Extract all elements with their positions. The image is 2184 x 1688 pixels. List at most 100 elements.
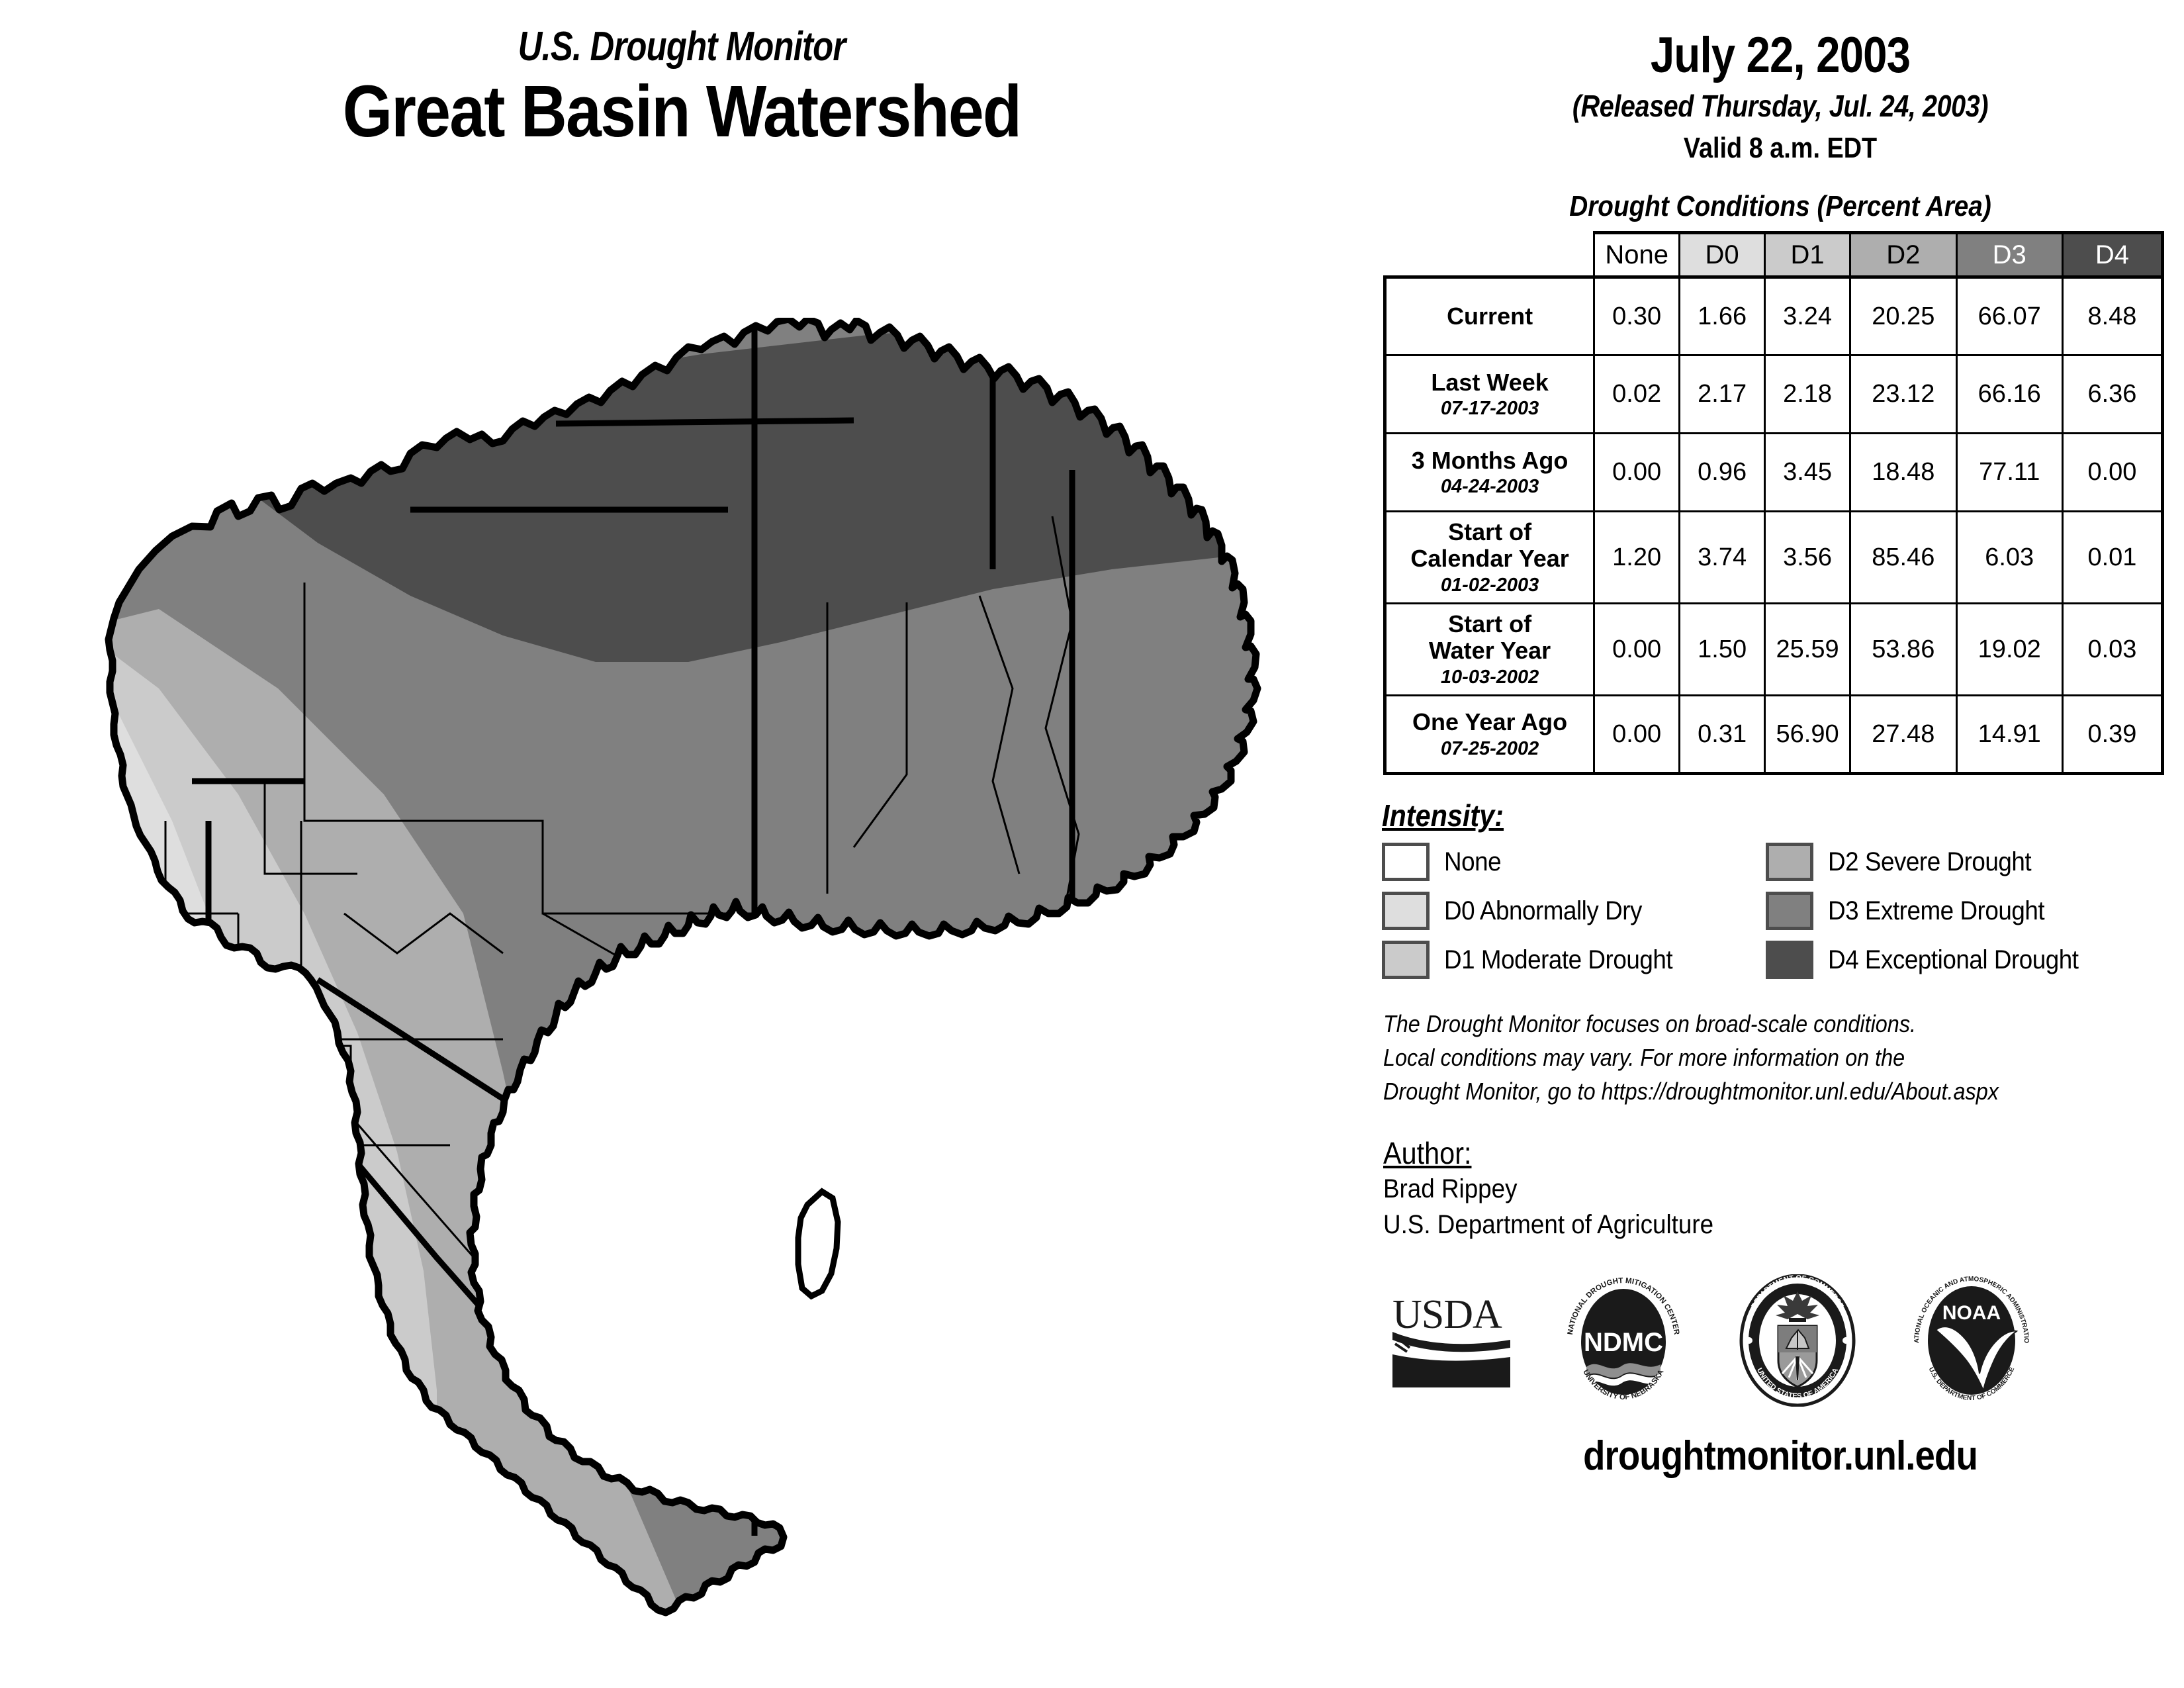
map-interior-void	[795, 1188, 841, 1300]
legend-item-d4: D4 Exceptional Drought	[1766, 941, 2163, 980]
program-subtitle: U.S. Drought Monitor	[518, 24, 846, 70]
valid-time: Valid 8 a.m. EDT	[1683, 132, 1878, 164]
cell-d3: 19.02	[1955, 602, 2064, 697]
map-title-block: U.S. Drought Monitor Great Basin Watersh…	[0, 26, 1363, 152]
disclaimer-line-1: The Drought Monitor focuses on broad-sca…	[1383, 1010, 1917, 1038]
usda-logo: USDA	[1390, 1291, 1512, 1393]
site-url[interactable]: droughtmonitor.unl.edu	[1583, 1432, 1978, 1479]
legend-label-none: None	[1444, 847, 1502, 876]
cell-none: 1.20	[1593, 510, 1681, 605]
legend-item-d2: D2 Severe Drought	[1766, 843, 2163, 882]
cell-d1: 3.56	[1764, 510, 1852, 605]
disclaimer-text: The Drought Monitor focuses on broad-sca…	[1383, 1007, 2104, 1108]
shading-d4-west-tongue	[222, 381, 331, 460]
cell-d1: 56.90	[1764, 694, 1852, 776]
row-label-text: Current	[1447, 302, 1533, 330]
logo-row: USDA NDMC NATIONAL DROUGHT MITIGATION CE…	[1390, 1269, 2184, 1410]
legend-item-none: None	[1382, 843, 1766, 882]
legend-label-d0: D0 Abnormally Dry	[1444, 896, 1642, 925]
row-label-text: 3 Months Ago	[1411, 446, 1569, 474]
cell-d2: 53.86	[1849, 602, 1958, 697]
row-label-3-months-ago: 3 Months Ago 04-24-2003	[1383, 432, 1596, 512]
valid-date: July 22, 2003	[1650, 27, 1911, 83]
col-header-none: None	[1593, 231, 1681, 278]
row-label-last-week: Last Week 07-17-2003	[1383, 354, 1596, 434]
col-header-d3: D3	[1955, 231, 2064, 278]
cell-d3: 77.11	[1955, 432, 2064, 512]
table-body: Current 0.30 1.66 3.24 20.25 66.07 8.48 …	[1383, 275, 2165, 776]
disclaimer-line-3: Drought Monitor, go to https://droughtmo…	[1383, 1078, 1999, 1105]
legend-swatch-d0	[1382, 892, 1430, 931]
cell-d1: 25.59	[1764, 602, 1852, 697]
watershed-outline	[105, 318, 1261, 1617]
release-date: (Released Thursday, Jul. 24, 2003)	[1572, 89, 1989, 123]
legend-swatch-d3	[1766, 892, 1813, 931]
author-heading: Author:	[1383, 1135, 1472, 1170]
row-label-date: 04-24-2003	[1440, 475, 1539, 497]
col-header-d0: D0	[1678, 231, 1766, 278]
legend-item-d3: D3 Extreme Drought	[1766, 892, 2163, 931]
row-label-start-of-calendar-year: Start of Calendar Year 01-02-2003	[1383, 510, 1596, 605]
cell-none: 0.00	[1593, 432, 1681, 512]
table-row: One Year Ago 07-25-2002 0.00 0.31 56.90 …	[1383, 694, 2165, 776]
drought-map-svg[interactable]	[40, 318, 1337, 1628]
row-label-text: Last Week	[1431, 368, 1549, 396]
cell-d1: 3.24	[1764, 275, 1852, 356]
cell-d3: 14.91	[1955, 694, 2064, 776]
author-name: Brad Rippey	[1383, 1174, 1518, 1203]
row-label-date: 07-25-2002	[1440, 737, 1539, 759]
legend-label-d1: D1 Moderate Drought	[1444, 945, 1673, 974]
table-caption: Drought Conditions (Percent Area)	[1569, 190, 1991, 222]
drought-map[interactable]	[40, 318, 1337, 1628]
right-panel: July 22, 2003 (Released Thursday, Jul. 2…	[1377, 0, 2184, 1688]
cell-d2: 27.48	[1849, 694, 1958, 776]
page-title: Great Basin Watershed	[342, 71, 1022, 152]
legend-swatch-none	[1382, 843, 1430, 882]
cell-d1: 3.45	[1764, 432, 1852, 512]
table-corner-cell	[1385, 233, 1594, 277]
row-label-date: 07-17-2003	[1440, 397, 1539, 419]
table-row: Start of Calendar Year 01-02-2003 1.20 3…	[1383, 510, 2165, 605]
cell-d4: 8.48	[2061, 275, 2165, 356]
legend-label-d2: D2 Severe Drought	[1828, 847, 2032, 876]
cell-none: 0.02	[1593, 354, 1681, 434]
noaa-logo: NOAA NATIONAL OCEANIC AND ATMOSPHERIC AD…	[1903, 1269, 2038, 1410]
cell-d0: 2.17	[1678, 354, 1766, 434]
row-label-current: Current	[1383, 275, 1596, 356]
table-row: Start of Water Year 10-03-2002 0.00 1.50…	[1383, 602, 2165, 697]
legend-swatch-d4	[1766, 941, 1813, 980]
svg-text:NDMC: NDMC	[1584, 1328, 1663, 1357]
legend-label-d3: D3 Extreme Drought	[1828, 896, 2045, 925]
cell-d0: 0.96	[1678, 432, 1766, 512]
col-header-d1: D1	[1764, 231, 1852, 278]
cell-d2: 85.46	[1849, 510, 1958, 605]
ndmc-logo: NDMC NATIONAL DROUGHT MITIGATION CENTER …	[1557, 1274, 1690, 1410]
legend-item-d1: D1 Moderate Drought	[1382, 941, 1766, 980]
cell-d2: 23.12	[1849, 354, 1958, 434]
cell-d4: 0.03	[2061, 602, 2165, 697]
legend-swatch-d1	[1382, 941, 1430, 980]
cell-d3: 66.07	[1955, 275, 2064, 356]
legend-item-d0: D0 Abnormally Dry	[1382, 892, 1766, 931]
legend-label-d4: D4 Exceptional Drought	[1828, 945, 2079, 974]
cell-d1: 2.18	[1764, 354, 1852, 434]
col-header-d2: D2	[1849, 231, 1958, 278]
disclaimer-line-2: Local conditions may vary. For more info…	[1383, 1044, 1905, 1072]
cell-d4: 0.39	[2061, 694, 2165, 776]
svg-text:NOAA: NOAA	[1942, 1302, 2001, 1324]
cell-d0: 0.31	[1678, 694, 1766, 776]
drought-conditions-table: None D0 D1 D2 D3 D4 Current 0.30 1.66 3.…	[1383, 231, 2165, 776]
cell-none: 0.30	[1593, 275, 1681, 356]
date-block: July 22, 2003 (Released Thursday, Jul. 2…	[1377, 0, 2184, 165]
table-row: 3 Months Ago 04-24-2003 0.00 0.96 3.45 1…	[1383, 432, 2165, 512]
cell-d4: 0.00	[2061, 432, 2165, 512]
cell-d0: 3.74	[1678, 510, 1766, 605]
row-label-date: 10-03-2002	[1440, 666, 1539, 688]
row-label-one-year-ago: One Year Ago 07-25-2002	[1383, 694, 1596, 776]
intensity-heading: Intensity:	[1382, 798, 1504, 833]
legend-swatch-d2	[1766, 843, 1813, 882]
cell-d2: 18.48	[1849, 432, 1958, 512]
doc-logo: DEPARTMENT OF COMMERCE UNITED STATES OF …	[1735, 1274, 1860, 1410]
cell-d4: 6.36	[2061, 354, 2165, 434]
intensity-legend: None D2 Severe Drought D0 Abnormally Dry…	[1382, 843, 2184, 980]
